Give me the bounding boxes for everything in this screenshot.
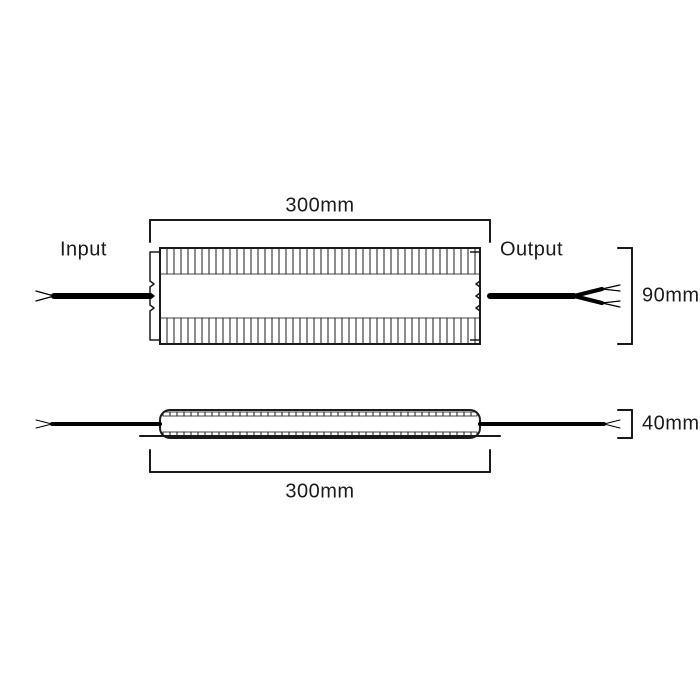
input-label: Input (60, 238, 107, 260)
svg-text:90mm: 90mm (642, 284, 700, 306)
output-label: Output (500, 238, 563, 260)
dimension-diagram: Input Output 300mm 90mm 40mm 300mm (0, 0, 700, 700)
svg-text:300mm: 300mm (285, 194, 354, 216)
svg-text:300mm: 300mm (285, 480, 354, 502)
svg-text:40mm: 40mm (642, 412, 700, 434)
